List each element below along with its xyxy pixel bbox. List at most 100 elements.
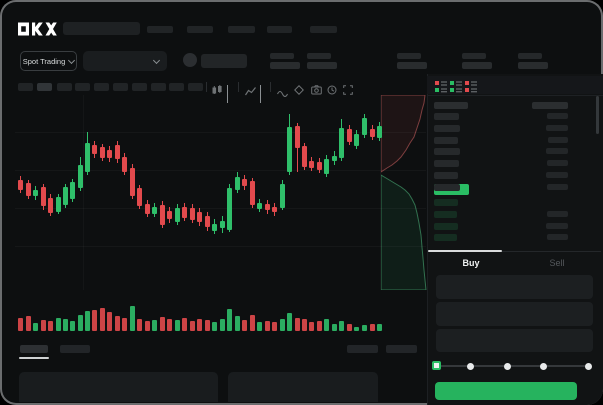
candle-body — [309, 161, 314, 168]
ask-row-amount[interactable] — [546, 148, 568, 155]
slider-dot[interactable] — [504, 362, 511, 370]
toolbar-divider — [206, 82, 207, 92]
candle-body — [48, 198, 53, 213]
ask-row-price[interactable] — [434, 148, 460, 156]
candle-body — [122, 157, 127, 172]
bid-row-amount[interactable] — [546, 222, 568, 229]
interval-pill[interactable] — [169, 83, 184, 91]
interval-pill[interactable] — [132, 83, 147, 91]
candle-body — [227, 188, 232, 230]
trade-amount-input[interactable] — [436, 302, 593, 326]
volume-bar — [167, 319, 172, 331]
volume-bar — [107, 312, 112, 331]
ask-row-amount[interactable] — [547, 183, 568, 190]
nav-item[interactable] — [228, 26, 255, 33]
bid-row-amount[interactable] — [547, 234, 568, 241]
ask-row-amount[interactable] — [546, 172, 568, 178]
interval-pill[interactable] — [57, 83, 72, 91]
camera-icon[interactable] — [311, 82, 322, 100]
tab-buy[interactable]: Buy — [462, 258, 480, 268]
buy-submit-button[interactable] — [435, 382, 577, 400]
slider-dot[interactable] — [540, 362, 547, 370]
bid-row-price[interactable] — [434, 222, 458, 230]
candle-body — [295, 126, 300, 148]
ask-row-amount[interactable] — [548, 136, 568, 143]
bid-row-price[interactable] — [434, 199, 458, 206]
ask-row-price[interactable] — [434, 172, 458, 179]
bottom-action-button[interactable] — [347, 345, 378, 353]
volume-bar — [92, 310, 97, 331]
nav-item[interactable] — [187, 26, 213, 33]
ask-row-amount[interactable] — [547, 113, 568, 119]
indicators-icon[interactable] — [245, 83, 256, 101]
candle-body — [377, 126, 382, 138]
ask-row-price[interactable] — [434, 183, 460, 191]
nav-item[interactable] — [147, 26, 173, 33]
volume-bar — [302, 319, 307, 331]
ask-row-price[interactable] — [434, 136, 458, 144]
ask-row-price[interactable] — [434, 124, 460, 132]
candle-body — [100, 147, 105, 158]
ask-row-price[interactable] — [434, 113, 459, 120]
volume-bar — [85, 311, 90, 331]
orderbook-header-price — [434, 102, 468, 109]
candle-body — [272, 207, 277, 212]
book-bids-view[interactable] — [450, 80, 462, 93]
trade-amount-input[interactable] — [436, 329, 593, 352]
interval-pill[interactable] — [94, 83, 109, 91]
bid-row-price[interactable] — [434, 234, 457, 242]
fullscreen-icon[interactable] — [343, 82, 353, 100]
ask-row-amount[interactable] — [547, 160, 568, 167]
candle-body — [63, 187, 68, 205]
candle-body — [324, 159, 329, 174]
candle-interval-icon[interactable] — [212, 82, 223, 100]
chevron-down-icon[interactable] — [260, 85, 261, 103]
bottom-action-button[interactable] — [386, 345, 417, 353]
pair-dropdown[interactable] — [83, 51, 167, 71]
tag-icon[interactable] — [294, 82, 304, 100]
clock-icon[interactable] — [327, 82, 337, 100]
interval-pill[interactable] — [75, 83, 90, 91]
slider-dot[interactable] — [467, 362, 474, 370]
slider-dot[interactable] — [585, 362, 592, 370]
trade-amount-input[interactable] — [436, 275, 593, 299]
book-asks-view[interactable] — [465, 80, 477, 93]
scrollbar[interactable] — [596, 96, 599, 134]
market-type-selector[interactable]: Spot Trading — [20, 51, 77, 71]
amount-slider-handle[interactable] — [432, 361, 441, 370]
interval-pill[interactable] — [37, 83, 52, 91]
interval-pill[interactable] — [113, 83, 128, 91]
volume-bar — [362, 325, 367, 331]
book-split-view[interactable] — [435, 80, 447, 93]
nav-item[interactable] — [310, 26, 337, 33]
amount-slider[interactable] — [437, 365, 587, 367]
tab-sell[interactable]: Sell — [549, 258, 565, 268]
volume-bar — [145, 321, 150, 331]
ask-row-price[interactable] — [434, 160, 459, 168]
volume-bar — [235, 316, 240, 331]
volume-bar — [48, 321, 53, 331]
market-type-label: Spot Trading — [22, 56, 66, 66]
search-input[interactable] — [63, 22, 140, 35]
stat-value — [270, 62, 300, 69]
volume-bar — [56, 318, 61, 331]
interval-pill[interactable] — [188, 83, 203, 91]
ask-row-amount[interactable] — [546, 124, 568, 131]
candle-body — [190, 208, 195, 220]
nav-item[interactable] — [267, 26, 292, 33]
bottom-tab-history[interactable] — [60, 345, 90, 353]
volume-bar — [175, 320, 180, 331]
volume-bar — [190, 321, 195, 331]
candle-body — [235, 177, 240, 190]
bottom-tab-orders[interactable] — [20, 345, 48, 353]
bid-row-amount[interactable] — [547, 210, 568, 217]
line-style-icon[interactable] — [277, 84, 288, 102]
candle-body — [280, 184, 285, 208]
chevron-down-icon[interactable] — [227, 85, 228, 103]
interval-pill[interactable] — [151, 83, 166, 91]
candle-body — [362, 118, 367, 135]
volume-bar — [272, 322, 277, 331]
pair-name-placeholder — [201, 54, 247, 68]
bid-row-price[interactable] — [434, 210, 457, 218]
interval-pill[interactable] — [18, 83, 33, 91]
